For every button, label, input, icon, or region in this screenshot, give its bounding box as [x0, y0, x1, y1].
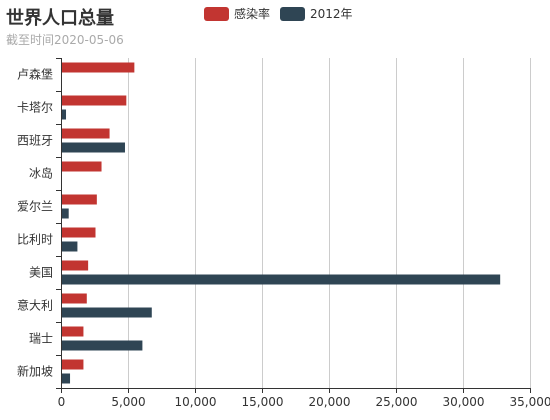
y-tick-label: 爱尔兰	[17, 199, 53, 214]
y-tick-label: 意大利	[17, 298, 53, 313]
bar-infection-rate	[62, 326, 84, 337]
y-tick-label: 卢森堡	[17, 67, 53, 82]
bar-infection-rate	[62, 128, 110, 139]
bar-2012	[62, 208, 69, 219]
legend: 感染率 2012年	[204, 5, 363, 22]
bar-infection-rate	[62, 194, 97, 205]
x-tick-label: 35,000	[510, 395, 550, 409]
bar-2012	[62, 109, 67, 120]
chart-title: 世界人口总量	[6, 8, 114, 29]
x-tick-label: 30,000	[443, 395, 485, 409]
x-tick-label: 25,000	[376, 395, 418, 409]
legend-item-infection-rate[interactable]: 感染率	[204, 5, 270, 22]
legend-label-2012: 2012年	[310, 7, 353, 21]
legend-label-infection-rate: 感染率	[234, 7, 271, 21]
legend-item-2012[interactable]: 2012年	[280, 5, 353, 22]
bar-infection-rate	[62, 95, 127, 106]
bar-2012	[62, 340, 143, 351]
x-tick-label: 15,000	[242, 395, 284, 409]
bar-2012	[62, 373, 71, 384]
bar-infection-rate	[62, 293, 87, 304]
bar-infection-rate	[62, 227, 96, 238]
x-tick-label: 5,000	[111, 395, 145, 409]
bar-2012	[62, 274, 501, 285]
y-tick-label: 卡塔尔	[17, 100, 53, 115]
y-tick-label: 冰岛	[29, 166, 53, 181]
bar-infection-rate	[62, 161, 102, 172]
legend-swatch-2012	[280, 6, 306, 21]
y-tick-label: 比利时	[17, 233, 53, 247]
bar-2012	[62, 307, 152, 318]
x-tick-label: 10,000	[175, 395, 217, 409]
y-tick-label: 瑞士	[29, 332, 53, 346]
y-tick-label: 美国	[29, 266, 53, 280]
bar-infection-rate	[62, 359, 84, 370]
legend-swatch-infection-rate	[204, 6, 229, 21]
bar-2012	[62, 241, 78, 252]
y-tick-label: 新加坡	[17, 364, 53, 379]
bar-infection-rate	[62, 62, 135, 73]
bar-2012	[62, 142, 125, 153]
bar-infection-rate	[62, 260, 89, 271]
x-tick-label: 0	[58, 395, 66, 409]
y-tick-label: 西班牙	[17, 134, 53, 148]
chart-subtitle: 截至时间2020-05-06	[6, 33, 124, 47]
x-tick-label: 20,000	[309, 395, 351, 409]
